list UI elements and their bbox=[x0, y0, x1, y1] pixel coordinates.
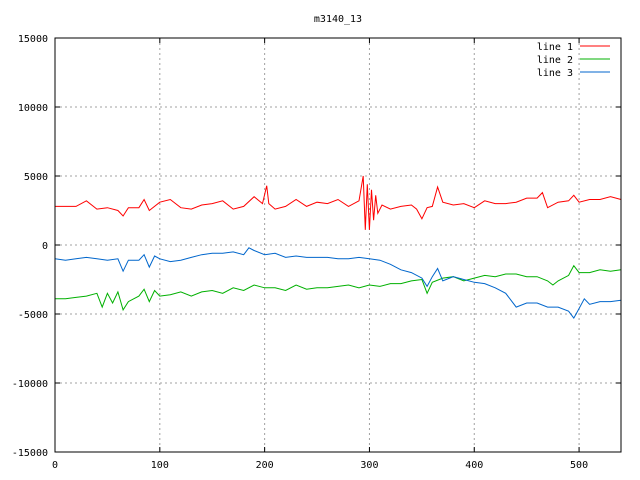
series-layer bbox=[54, 175, 622, 320]
x-axis-ticks: 0 100 200 300 400 500 bbox=[52, 38, 588, 471]
series-line-2 bbox=[55, 264, 622, 312]
y-tick-label: 0 bbox=[42, 241, 48, 252]
y-tick-label: -10000 bbox=[12, 379, 48, 390]
chart-title: m3140_13 bbox=[314, 14, 362, 25]
y-tick-label: 10000 bbox=[18, 103, 48, 114]
series-line-3 bbox=[54, 247, 622, 320]
legend: line 1 line 2 line 3 bbox=[537, 42, 610, 79]
x-tick-label: 300 bbox=[360, 460, 378, 471]
x-tick-label: 500 bbox=[570, 460, 588, 471]
legend-label: line 2 bbox=[537, 55, 573, 66]
y-axis-ticks: 15000 10000 5000 0 -5000 -10000 -15000 bbox=[12, 34, 621, 459]
y-tick-label: -5000 bbox=[18, 310, 48, 321]
legend-label: line 1 bbox=[537, 42, 573, 53]
x-tick-label: 100 bbox=[151, 460, 169, 471]
x-tick-label: 200 bbox=[256, 460, 274, 471]
legend-label: line 3 bbox=[537, 68, 573, 79]
x-tick-label: 0 bbox=[52, 460, 58, 471]
x-tick-label: 400 bbox=[465, 460, 483, 471]
y-tick-label: -15000 bbox=[12, 448, 48, 459]
grid-layer bbox=[55, 38, 621, 452]
series-line-1 bbox=[55, 175, 622, 230]
y-tick-label: 15000 bbox=[18, 34, 48, 45]
y-tick-label: 5000 bbox=[24, 172, 48, 183]
